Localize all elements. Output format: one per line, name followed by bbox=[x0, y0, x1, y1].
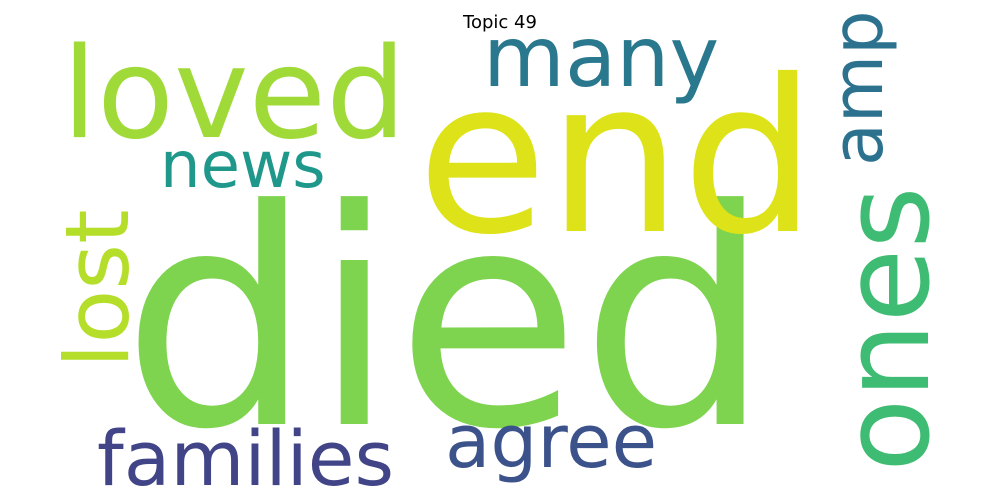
word-agree: agree bbox=[445, 399, 657, 485]
word-died: died bbox=[122, 146, 771, 495]
word-end: end bbox=[417, 34, 816, 281]
word-ones: ones bbox=[818, 186, 957, 472]
word-families: families bbox=[97, 414, 394, 500]
word-amp: amp bbox=[817, 10, 899, 166]
word-news: news bbox=[160, 129, 326, 203]
word-loved: loved bbox=[62, 20, 406, 167]
word-lost: lost bbox=[46, 209, 149, 368]
word-many: many bbox=[483, 8, 719, 106]
chart-title: Topic 49 bbox=[463, 12, 537, 33]
